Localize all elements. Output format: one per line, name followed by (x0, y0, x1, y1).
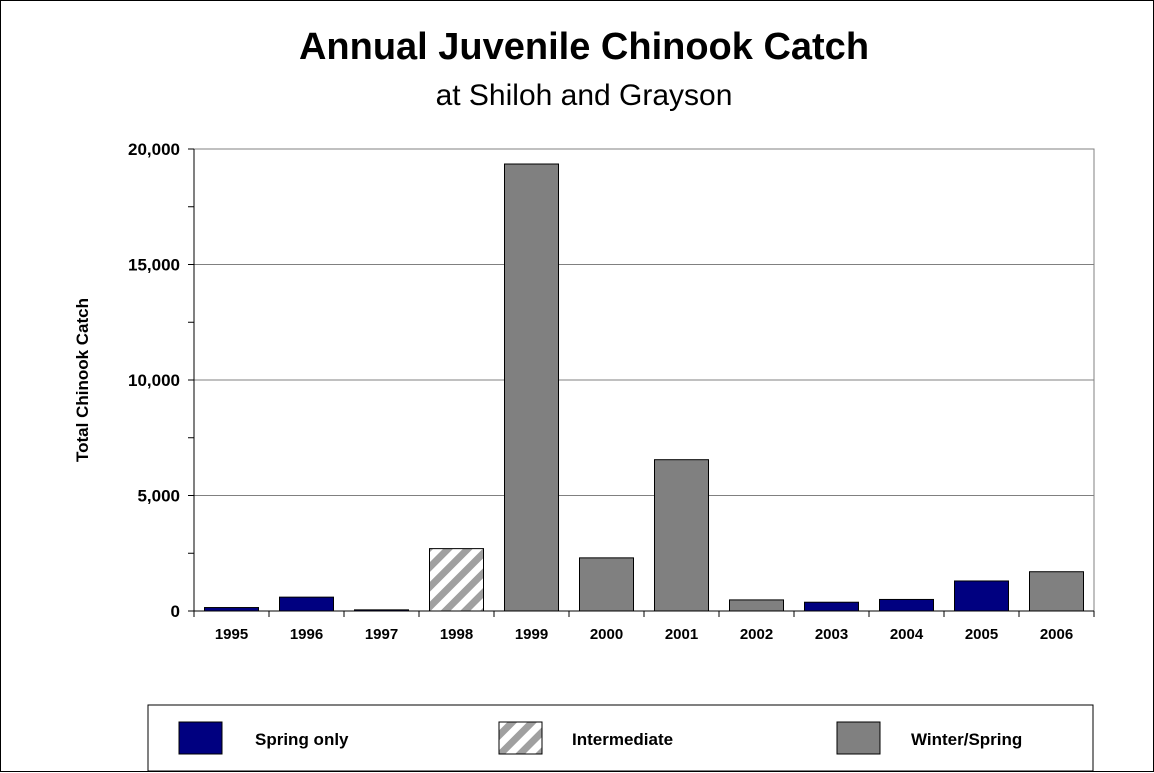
legend-swatch (178, 721, 223, 755)
bar-2006 (1029, 571, 1084, 612)
x-tick-label: 1997 (365, 626, 398, 643)
bar-1995 (204, 607, 259, 612)
bar-2002 (729, 599, 784, 612)
y-tick-label: 5,000 (137, 487, 180, 506)
legend-swatch (836, 721, 881, 755)
bar-2004 (879, 598, 934, 612)
chart-subtitle: at Shiloh and Grayson (436, 79, 733, 112)
legend-swatch (498, 721, 543, 755)
chart-title: Annual Juvenile Chinook Catch (299, 26, 869, 68)
x-tick-label: 2003 (815, 626, 848, 643)
bar-1999 (504, 163, 559, 612)
x-tick-label: 2004 (890, 626, 924, 643)
plot-area: 0 5,000 10,000 15,000 20,000 1995 1996 1997 1998… (128, 140, 1095, 643)
x-tick-label: 1996 (290, 626, 323, 643)
x-tick-label: 1998 (440, 626, 473, 643)
y-axis-label: Total Chinook Catch (73, 298, 92, 462)
x-tick-label: 1995 (215, 626, 248, 643)
y-tick-label: 0 (171, 602, 180, 621)
bar-1996 (279, 596, 334, 612)
bar-1998 (429, 548, 484, 612)
x-tick-label: 2002 (740, 626, 773, 643)
legend-label: Spring only (255, 730, 349, 749)
legend-label: Winter/Spring (911, 730, 1022, 749)
bar-2005 (954, 580, 1009, 612)
legend-label: Intermediate (572, 730, 673, 749)
x-tick-label: 2001 (665, 626, 698, 643)
y-tick-label: 15,000 (128, 256, 180, 275)
legend-box (147, 704, 1094, 772)
x-tick-label: 2005 (965, 626, 998, 643)
x-tick-label: 2006 (1040, 626, 1073, 643)
x-tick-label: 2000 (590, 626, 623, 643)
y-tick-label: 20,000 (128, 140, 180, 159)
x-tick-label: 1999 (515, 626, 548, 643)
bar-2000 (579, 557, 634, 612)
legend: Spring only Intermediate Winter/Spring (147, 704, 1094, 772)
bar-2001 (654, 459, 709, 612)
y-tick-label: 10,000 (128, 371, 180, 390)
bar-2003 (804, 601, 859, 612)
